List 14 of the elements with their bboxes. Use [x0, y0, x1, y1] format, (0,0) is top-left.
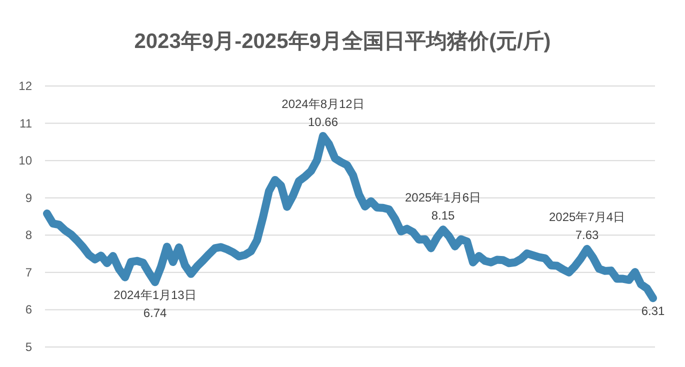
y-tick-label: 10: [18, 154, 32, 168]
annotation: 2025年7月4日 7.63: [548, 210, 626, 242]
annotation: 6.31: [641, 304, 665, 318]
chart-title: 2023年9月-2025年9月全国日平均猪价(元/斤): [134, 29, 551, 53]
y-tick-label: 12: [18, 79, 32, 93]
y-tick-label: 6: [25, 302, 32, 317]
annotation: 2024年8月12日 10.66: [282, 96, 364, 129]
y-tick-label: 9: [25, 190, 32, 205]
y-tick-label: 11: [20, 116, 32, 130]
annotation: 2024年1月13日 6.74: [114, 288, 196, 320]
annotation: 2025年1月6日 8.15: [404, 190, 482, 223]
y-tick-label: 5: [25, 340, 32, 354]
y-tick-label: 8: [25, 228, 32, 242]
y-tick-label: 7: [25, 265, 32, 280]
